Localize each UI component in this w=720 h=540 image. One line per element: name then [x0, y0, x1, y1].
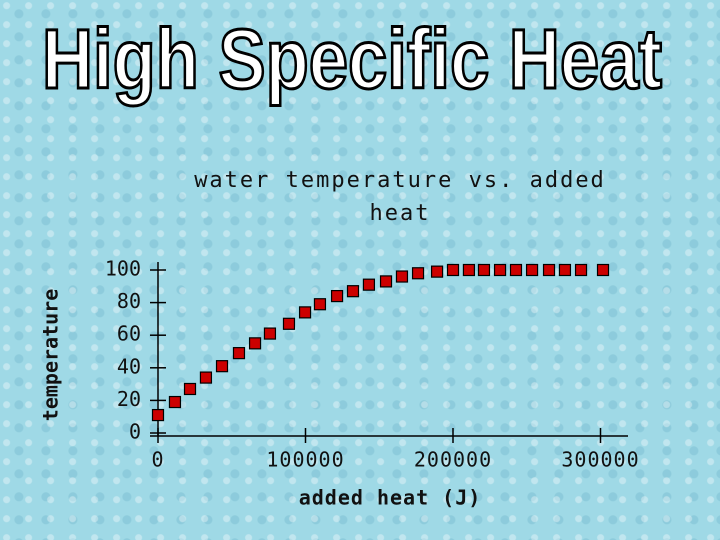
y-tick-label: 40	[117, 354, 141, 378]
marker	[596, 263, 610, 277]
x-axis-label: added heat (J)	[299, 486, 482, 510]
marker	[215, 360, 229, 373]
marker	[462, 263, 476, 277]
marker	[313, 298, 327, 311]
marker	[446, 263, 460, 277]
x-tick-label: 0	[151, 448, 164, 472]
marker	[248, 337, 262, 350]
x-tick-label: 300000	[561, 448, 639, 472]
marker	[298, 306, 312, 319]
chart-title: water temperature vs. added heat	[194, 168, 606, 226]
marker	[430, 265, 444, 278]
x-tick-label: 100000	[266, 448, 344, 472]
marker	[525, 263, 539, 277]
marker	[282, 317, 296, 330]
marker	[168, 395, 182, 409]
marker	[379, 275, 393, 288]
marker	[183, 382, 197, 396]
y-tick-label: 60	[117, 322, 141, 346]
marker	[330, 289, 344, 303]
marker	[509, 263, 523, 277]
marker	[232, 347, 246, 360]
y-tick-label: 20	[117, 387, 141, 411]
marker	[574, 263, 588, 277]
y-tick-label: 0	[129, 420, 141, 444]
marker	[411, 267, 425, 280]
marker	[263, 327, 277, 340]
marker	[542, 263, 556, 277]
x-tick-label: 200000	[414, 448, 492, 472]
marker	[493, 263, 507, 277]
marker	[362, 278, 376, 291]
marker	[346, 285, 360, 298]
y-axis-label: temperature	[39, 289, 63, 421]
marker	[395, 270, 409, 283]
marker	[199, 371, 213, 384]
marker	[151, 408, 165, 422]
y-tick-label: 80	[117, 289, 141, 313]
marker	[477, 263, 491, 277]
marker	[558, 263, 572, 277]
slide-title: High Specific Heat	[42, 12, 662, 106]
y-tick-label: 100	[105, 257, 141, 281]
